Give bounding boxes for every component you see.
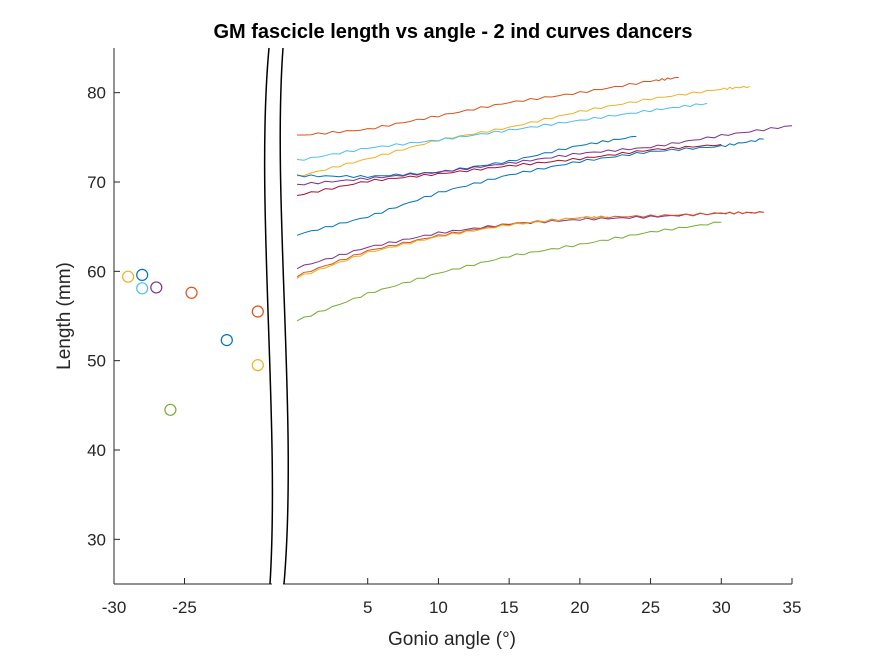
- tick-labels: 30 40 50 60 70 80 -30 -25 5 10 15 20 25 30 35: [87, 84, 801, 617]
- series-line: [296, 85, 750, 177]
- x-tick-label: 20: [570, 598, 589, 617]
- x-tick-label: 25: [641, 598, 660, 617]
- scatter-point: [136, 268, 149, 282]
- scatter-point: [251, 359, 264, 372]
- x-tick-label: 30: [712, 598, 731, 617]
- series-line: [297, 76, 679, 136]
- y-tick-label: 40: [87, 441, 106, 460]
- series-line: [296, 102, 708, 161]
- scatter-point: [220, 334, 233, 347]
- x-tick-label: 15: [500, 598, 519, 617]
- scatter-point: [185, 286, 198, 299]
- scatter-point: [122, 270, 135, 283]
- x-tick-label: 35: [783, 598, 802, 617]
- series-line: [296, 125, 793, 186]
- y-tick-label: 30: [87, 530, 106, 549]
- y-axis-label: Length (mm): [54, 262, 75, 370]
- scatter-point: [150, 281, 163, 294]
- axis-break-marks: [263, 47, 289, 585]
- x-axis-label: Gonio angle (°): [388, 629, 516, 650]
- x-tick-label: 5: [363, 598, 372, 617]
- x-tick-label: -25: [172, 598, 197, 617]
- y-tick-label: 50: [87, 352, 106, 371]
- series-line: [296, 210, 764, 270]
- x-tick-label: 10: [429, 598, 448, 617]
- series-line: [296, 221, 722, 322]
- chart-title: GM fascicle length vs angle - 2 ind curv…: [213, 21, 692, 43]
- y-tick-label: 70: [87, 173, 106, 192]
- scatter-point: [164, 403, 177, 416]
- series-line: [296, 144, 722, 196]
- scatter-markers: [122, 268, 264, 416]
- axis-break-curve-right: [279, 47, 289, 585]
- series-line: [296, 211, 764, 278]
- scatter-point: [251, 305, 264, 318]
- series-line: [296, 215, 609, 279]
- y-tick-label: 80: [87, 84, 106, 103]
- axes: [113, 48, 793, 585]
- series-lines: [296, 76, 793, 322]
- scatter-point: [136, 282, 149, 295]
- x-tick-label: -30: [102, 598, 127, 617]
- series-line: [296, 138, 764, 236]
- y-tick-label: 60: [87, 262, 106, 281]
- axis-break-curve-left: [263, 47, 274, 585]
